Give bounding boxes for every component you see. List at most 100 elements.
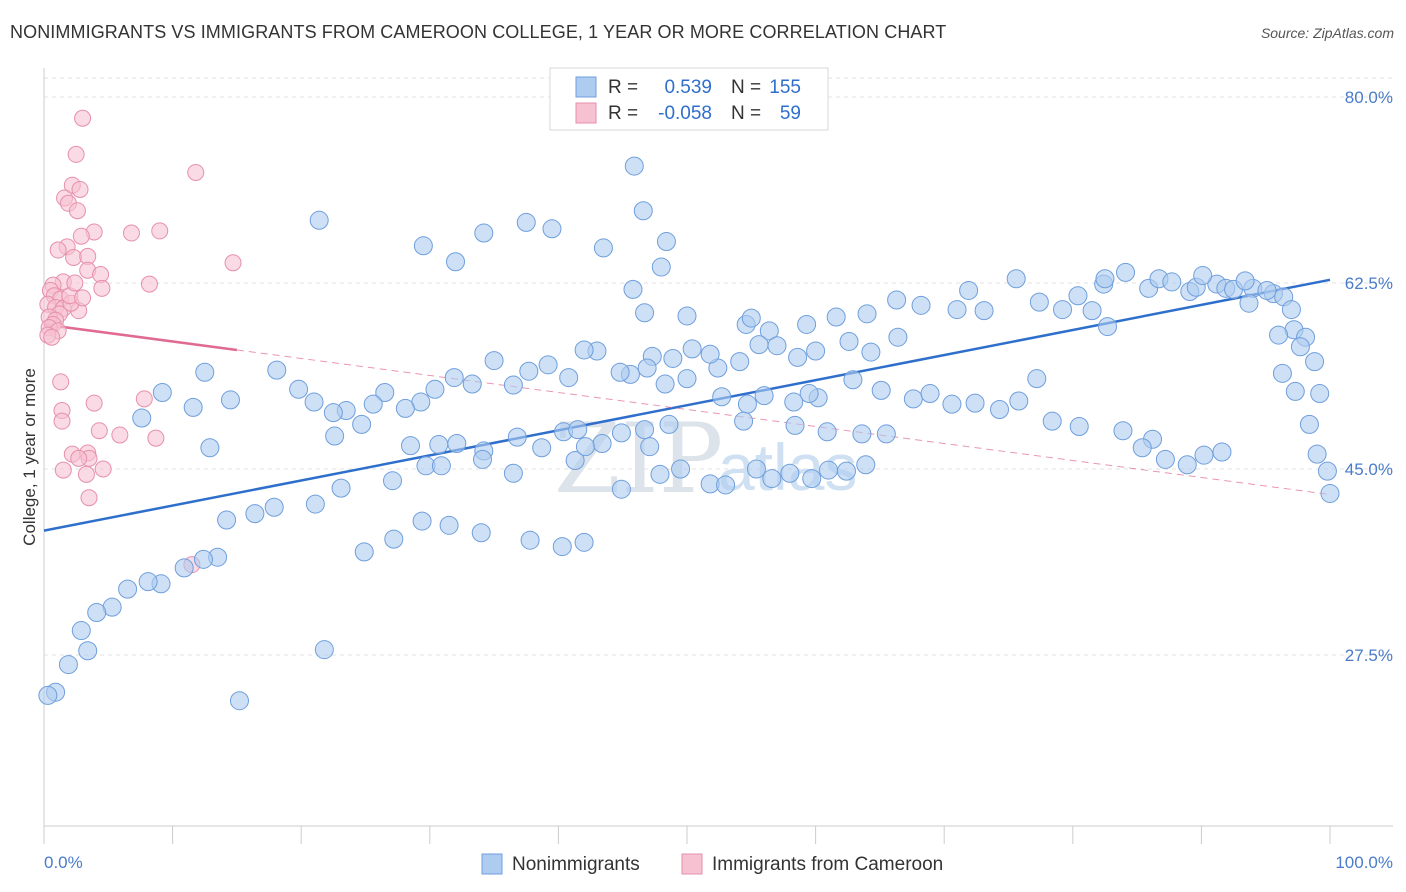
point-nonimmigrants-15 — [759, 321, 779, 341]
point-cameroon-43 — [135, 390, 153, 408]
point-nonimmigrants-68 — [749, 335, 769, 355]
point-nonimmigrants-31 — [1098, 317, 1118, 337]
point-nonimmigrants-176 — [354, 542, 374, 562]
point-nonimmigrants-97 — [195, 362, 215, 382]
point-nonimmigrants-21 — [911, 295, 931, 315]
point-nonimmigrants-132 — [1069, 416, 1089, 436]
point-nonimmigrants-127 — [965, 393, 985, 413]
point-nonimmigrants-86 — [444, 368, 464, 388]
point-nonimmigrants-28 — [1068, 286, 1088, 306]
point-cameroon-4 — [71, 180, 89, 198]
point-nonimmigrants-8 — [446, 252, 466, 272]
point-nonimmigrants-30 — [1116, 262, 1136, 282]
legend-swatch-nonimmigrants — [575, 76, 597, 98]
point-nonimmigrants-191 — [780, 463, 800, 483]
trend-line-cameroon-solid — [43, 323, 238, 352]
point-nonimmigrants-69 — [730, 352, 750, 372]
point-nonimmigrants-129 — [1009, 391, 1029, 411]
point-nonimmigrants-180 — [471, 523, 491, 543]
point-nonimmigrants-154 — [876, 424, 896, 444]
point-cameroon-16 — [224, 254, 242, 272]
legend-n-value-1: 155 — [769, 77, 801, 98]
point-nonimmigrants-51 — [1290, 337, 1310, 357]
point-nonimmigrants-109 — [592, 433, 612, 453]
point-nonimmigrants-104 — [429, 435, 449, 455]
point-nonimmigrants-150 — [734, 411, 754, 431]
bottom-legend-label-nonimmigrants: Nonimmigrants — [512, 854, 640, 875]
point-nonimmigrants-155 — [383, 471, 403, 491]
point-nonimmigrants-192 — [802, 469, 822, 489]
point-nonimmigrants-169 — [71, 621, 91, 641]
point-nonimmigrants-149 — [659, 414, 679, 434]
point-nonimmigrants-103 — [401, 436, 421, 456]
point-cameroon-57 — [80, 489, 98, 507]
point-nonimmigrants-46 — [1235, 271, 1255, 291]
point-nonimmigrants-100 — [132, 408, 152, 428]
point-nonimmigrants-64 — [839, 331, 859, 351]
point-nonimmigrants-185 — [650, 464, 670, 484]
bottom-legend-swatch-nonimmigrants — [481, 853, 503, 875]
point-nonimmigrants-59 — [1285, 381, 1305, 401]
point-nonimmigrants-101 — [323, 403, 343, 423]
point-cameroon-7 — [68, 202, 86, 220]
point-nonimmigrants-4 — [516, 212, 536, 232]
data-points — [38, 109, 1340, 711]
point-nonimmigrants-156 — [331, 478, 351, 498]
point-nonimmigrants-54 — [1281, 300, 1301, 320]
point-cameroon-2 — [187, 163, 205, 181]
point-nonimmigrants-139 — [1132, 438, 1152, 458]
point-nonimmigrants-91 — [363, 394, 383, 414]
point-cameroon-37 — [43, 328, 61, 346]
point-nonimmigrants-12 — [635, 303, 655, 323]
point-nonimmigrants-174 — [229, 691, 249, 711]
trend-line-cameroon-dashed — [236, 349, 1331, 496]
series-legend: Nonimmigrants Immigrants from Cameroon — [481, 853, 943, 875]
point-nonimmigrants-95 — [267, 360, 287, 380]
point-nonimmigrants-115 — [799, 384, 819, 404]
legend-r-label-1: R = — [608, 77, 638, 98]
point-nonimmigrants-188 — [716, 475, 736, 495]
point-cameroon-11 — [72, 227, 90, 245]
point-nonimmigrants-105 — [447, 433, 467, 453]
point-nonimmigrants-151 — [785, 415, 805, 435]
point-nonimmigrants-47 — [1257, 280, 1277, 300]
legend-n-label-1: N = — [731, 77, 761, 98]
point-nonimmigrants-138 — [1155, 449, 1175, 469]
point-nonimmigrants-89 — [395, 398, 415, 418]
point-nonimmigrants-98 — [183, 397, 203, 417]
point-nonimmigrants-121 — [655, 374, 675, 394]
point-nonimmigrants-145 — [503, 463, 523, 483]
point-nonimmigrants-110 — [611, 423, 631, 443]
point-nonimmigrants-33 — [1095, 269, 1115, 289]
point-nonimmigrants-179 — [439, 515, 459, 535]
point-cameroon-46 — [53, 412, 71, 430]
point-nonimmigrants-20 — [887, 290, 907, 310]
point-nonimmigrants-146 — [565, 450, 585, 470]
trend-lines — [43, 278, 1331, 532]
point-nonimmigrants-131 — [1042, 411, 1062, 431]
point-nonimmigrants-118 — [737, 394, 757, 414]
point-nonimmigrants-144 — [473, 449, 493, 469]
point-nonimmigrants-170 — [78, 641, 98, 661]
point-cameroon-49 — [147, 429, 165, 447]
point-cameroon-54 — [54, 461, 72, 479]
point-nonimmigrants-79 — [574, 340, 594, 360]
legend-r-label-2: R = — [608, 103, 638, 124]
point-nonimmigrants-71 — [700, 344, 720, 364]
point-nonimmigrants-93 — [304, 392, 324, 412]
point-nonimmigrants-40 — [1193, 266, 1213, 286]
point-nonimmigrants-183 — [574, 532, 594, 552]
point-nonimmigrants-7 — [656, 232, 676, 252]
point-cameroon-1 — [67, 145, 85, 163]
point-nonimmigrants-117 — [754, 386, 774, 406]
point-nonimmigrants-171 — [58, 655, 78, 675]
point-nonimmigrants-99 — [152, 382, 172, 402]
point-nonimmigrants-48 — [1239, 293, 1259, 313]
legend-r-value-1: 0.539 — [664, 77, 712, 98]
point-nonimmigrants-168 — [87, 602, 107, 622]
point-nonimmigrants-18 — [826, 307, 846, 327]
point-cameroon-44 — [85, 394, 103, 412]
point-cameroon-0 — [74, 109, 92, 127]
point-nonimmigrants-135 — [1212, 442, 1232, 462]
